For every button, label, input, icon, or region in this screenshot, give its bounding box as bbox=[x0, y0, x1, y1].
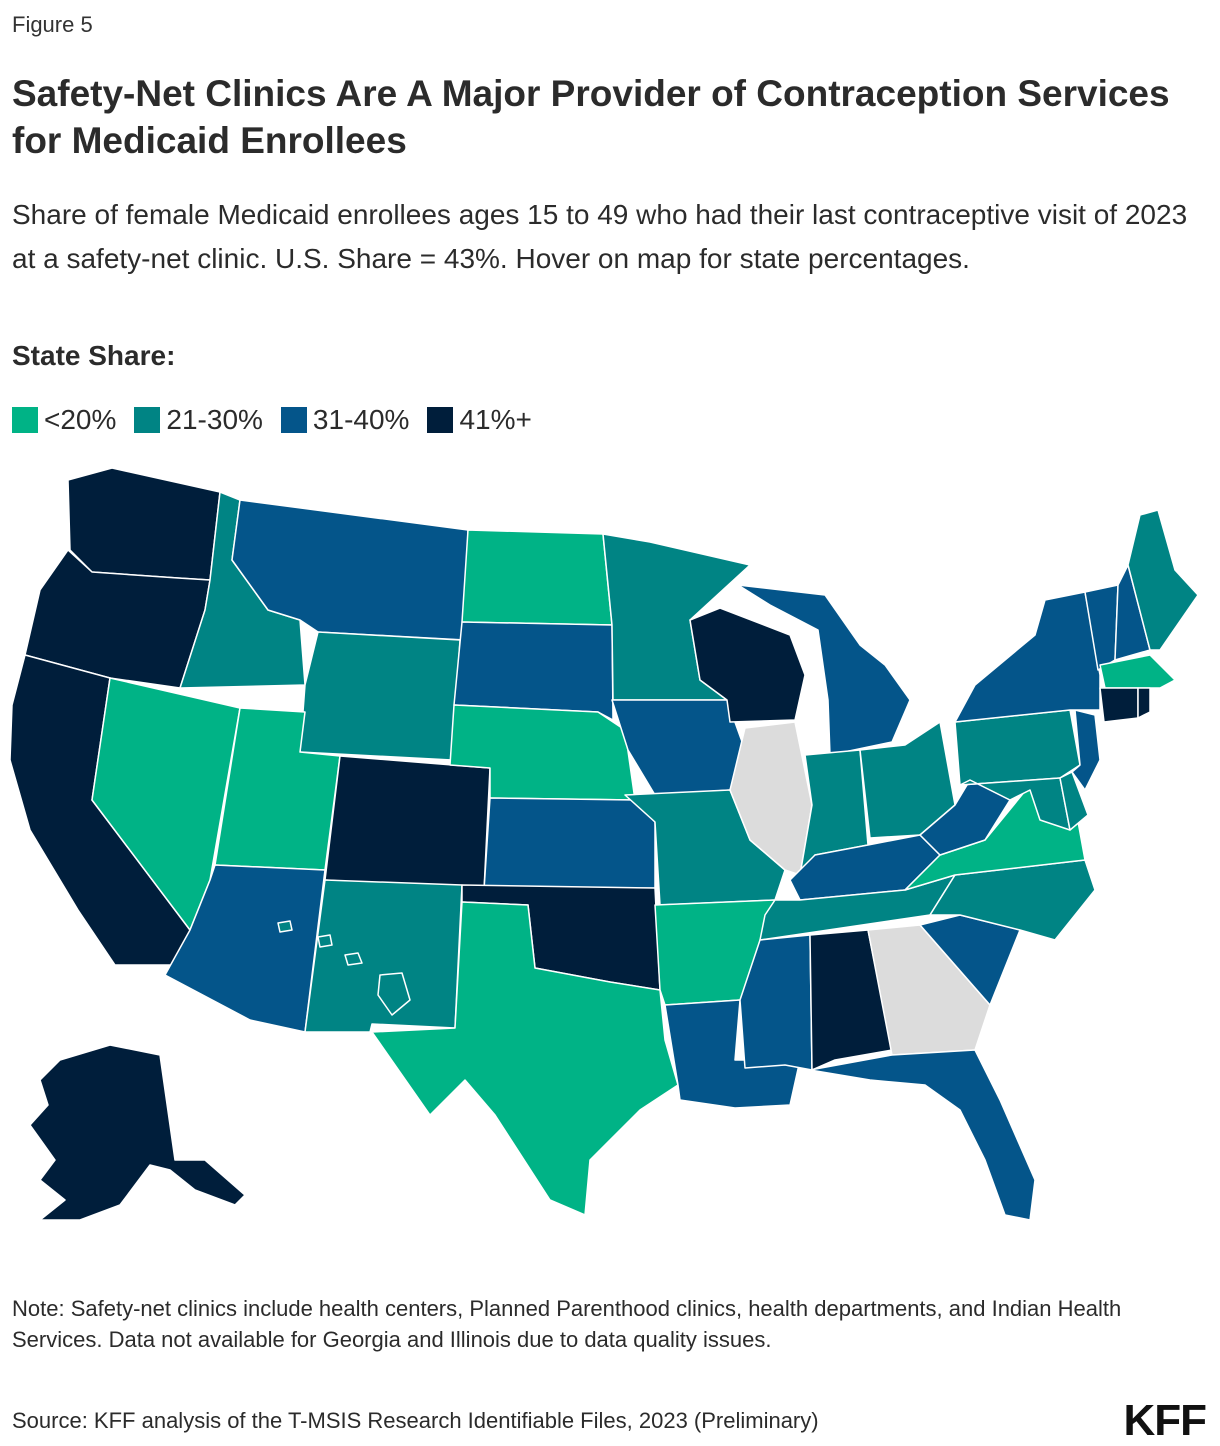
state-SD[interactable] bbox=[453, 621, 614, 721]
legend: <20% 21-30% 31-40% 41%+ bbox=[12, 404, 550, 436]
state-AZ[interactable] bbox=[164, 864, 326, 1033]
legend-label-41-plus: 41%+ bbox=[459, 404, 532, 435]
chart-title: Safety-Net Clinics Are A Major Provider … bbox=[12, 73, 1170, 161]
legend-label-31-40: 31-40% bbox=[312, 404, 410, 435]
note-text: Note: Safety-net clinics include health … bbox=[12, 1296, 1122, 1352]
state-IL[interactable] bbox=[729, 721, 813, 876]
legend-item-31-40[interactable]: 31-40% bbox=[280, 404, 410, 436]
kff-logo: KFF bbox=[1123, 1396, 1207, 1445]
state-LA[interactable] bbox=[664, 999, 801, 1109]
state-CO[interactable] bbox=[324, 755, 491, 891]
state-PA[interactable] bbox=[954, 709, 1081, 786]
state-HI[interactable] bbox=[277, 920, 411, 1016]
state-FL[interactable] bbox=[809, 1049, 1036, 1221]
state-AK[interactable] bbox=[29, 1044, 246, 1221]
state-MI[interactable] bbox=[737, 584, 911, 756]
legend-item-21-30[interactable]: 21-30% bbox=[134, 404, 263, 436]
state-WI[interactable] bbox=[689, 607, 806, 723]
legend-swatch-41-plus bbox=[427, 407, 454, 433]
state-ND[interactable] bbox=[461, 529, 613, 626]
chart-subtitle: Share of female Medicaid enrollees ages … bbox=[12, 199, 1188, 274]
state-RI[interactable] bbox=[1137, 687, 1151, 719]
legend-swatch-31-40 bbox=[280, 407, 307, 433]
state-NM[interactable] bbox=[304, 879, 463, 1033]
state-GA[interactable] bbox=[867, 924, 991, 1056]
state-KS[interactable] bbox=[483, 797, 656, 891]
legend-label-le20: <20% bbox=[44, 404, 117, 435]
state-SC[interactable] bbox=[919, 914, 1021, 1006]
legend-swatch-21-30 bbox=[134, 407, 161, 433]
state-TX[interactable] bbox=[371, 901, 679, 1216]
state-NJ[interactable] bbox=[1071, 709, 1101, 791]
legend-swatch-le20 bbox=[12, 407, 38, 433]
state-WY[interactable] bbox=[299, 631, 461, 761]
legend-item-le20[interactable]: <20% bbox=[12, 404, 116, 436]
state-DE[interactable] bbox=[1059, 771, 1089, 831]
legend-title: State Share: bbox=[12, 340, 176, 371]
legend-item-41-plus[interactable]: 41%+ bbox=[427, 404, 532, 436]
state-NY[interactable] bbox=[954, 591, 1101, 723]
legend-label-21-30: 21-30% bbox=[166, 404, 263, 435]
state-CT[interactable] bbox=[1099, 687, 1139, 723]
state-WA[interactable] bbox=[67, 467, 221, 581]
figure-label: Figure 5 bbox=[12, 12, 93, 37]
us-choropleth-map bbox=[9, 467, 1199, 1221]
source-text: Source: KFF analysis of the T-MSIS Resea… bbox=[12, 1408, 819, 1433]
state-AL[interactable] bbox=[809, 929, 893, 1071]
state-MA[interactable] bbox=[1099, 654, 1176, 689]
state-ME[interactable] bbox=[1127, 509, 1199, 651]
